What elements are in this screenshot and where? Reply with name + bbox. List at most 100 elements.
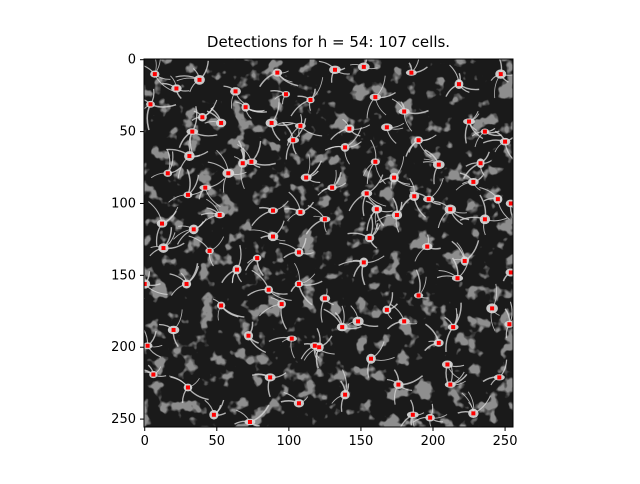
detection-marker [190,129,195,134]
detection-marker [498,72,503,77]
detection-marker [456,82,461,87]
detection-marker [291,138,296,143]
detection-marker [171,327,176,332]
detection-marker [211,412,216,417]
x-tick-label: 200 [421,434,446,449]
detection-marker [490,306,495,311]
detection-marker [373,159,378,164]
detection-marker [187,154,192,159]
detection-marker [384,307,389,312]
detection-marker [217,212,222,217]
detection-marker [361,64,366,69]
detection-marker [467,119,472,124]
detection-marker [249,159,254,164]
detection-marker [384,125,389,130]
detection-marker [497,375,502,380]
axes-frame [143,58,514,428]
detection-marker [165,171,170,176]
detection-marker [503,139,508,144]
y-tick-label: 0 [128,53,136,68]
detection-marker [482,217,487,222]
detection-marker [266,287,271,292]
detection-marker [340,325,345,330]
detection-marker [374,207,379,212]
detection-marker [247,419,252,424]
detection-marker [426,197,431,202]
detection-marker [448,382,453,387]
detection-marker [392,175,397,180]
detection-marker [462,258,467,263]
detection-marker [322,217,327,222]
detection-marker [269,120,274,125]
x-tick-label: 250 [493,434,518,449]
detection-marker [508,201,513,206]
detection-marker [451,325,456,330]
detection-marker [197,77,202,82]
detection-marker [145,343,150,348]
detection-marker [507,322,512,327]
detection-marker [296,281,301,286]
detection-marker [298,210,303,215]
detection-marker [409,70,414,75]
detection-marker [160,221,165,226]
detection-marker [298,123,303,128]
detection-marker [152,72,157,77]
detection-marker [495,197,500,202]
detection-marker [219,120,224,125]
detection-marker [226,171,231,176]
detection-marker [203,185,208,190]
x-axis: 0 50 100 150 200 250 [141,427,518,449]
detection-marker [369,356,374,361]
detection-marker [271,234,276,239]
detection-marker [191,227,196,232]
detection-marker [356,319,361,324]
detection-marker [455,276,460,281]
detection-marker [436,162,441,167]
detection-marker [185,385,190,390]
detection-marker [330,185,335,190]
x-tick-label: 150 [349,434,374,449]
detection-marker [322,296,327,301]
detection-marker [275,70,280,75]
detection-marker [219,303,224,308]
detection-marker [364,191,369,196]
detection-marker [233,89,238,94]
detection-marker [416,138,421,143]
detection-marker [396,382,401,387]
detection-marker [471,179,476,184]
detection-marker [343,145,348,150]
detection-marker [185,192,190,197]
detection-marker [279,302,284,307]
detection-marker [412,194,417,199]
y-axis: 0 50 100 150 200 250 [111,53,144,427]
plot-title: Detections for h = 54: 107 cells. [206,33,451,51]
detection-marker [308,97,313,102]
detection-marker [482,129,487,134]
microscopy-image [144,59,513,427]
detection-marker [271,208,276,213]
x-tick-label: 0 [141,434,149,449]
detection-marker [283,92,288,97]
detection-marker [448,207,453,212]
detection-marker [207,248,212,253]
detection-marker [508,270,513,275]
detection-marker [151,372,156,377]
x-tick-label: 50 [209,434,226,449]
detection-marker [144,281,147,286]
detection-marker [240,161,245,166]
detection-marker [312,343,317,348]
detection-marker [343,392,348,397]
detection-marker [471,411,476,416]
detection-marker [304,175,309,180]
detection-marker [332,67,337,72]
detection-marker [373,95,378,100]
detection-marker [416,293,421,298]
detection-marker [246,333,251,338]
y-tick-label: 150 [111,268,136,283]
y-tick-label: 200 [111,340,136,355]
y-tick-label: 100 [111,196,136,211]
detection-marker [425,244,430,249]
detection-marker [410,412,415,417]
